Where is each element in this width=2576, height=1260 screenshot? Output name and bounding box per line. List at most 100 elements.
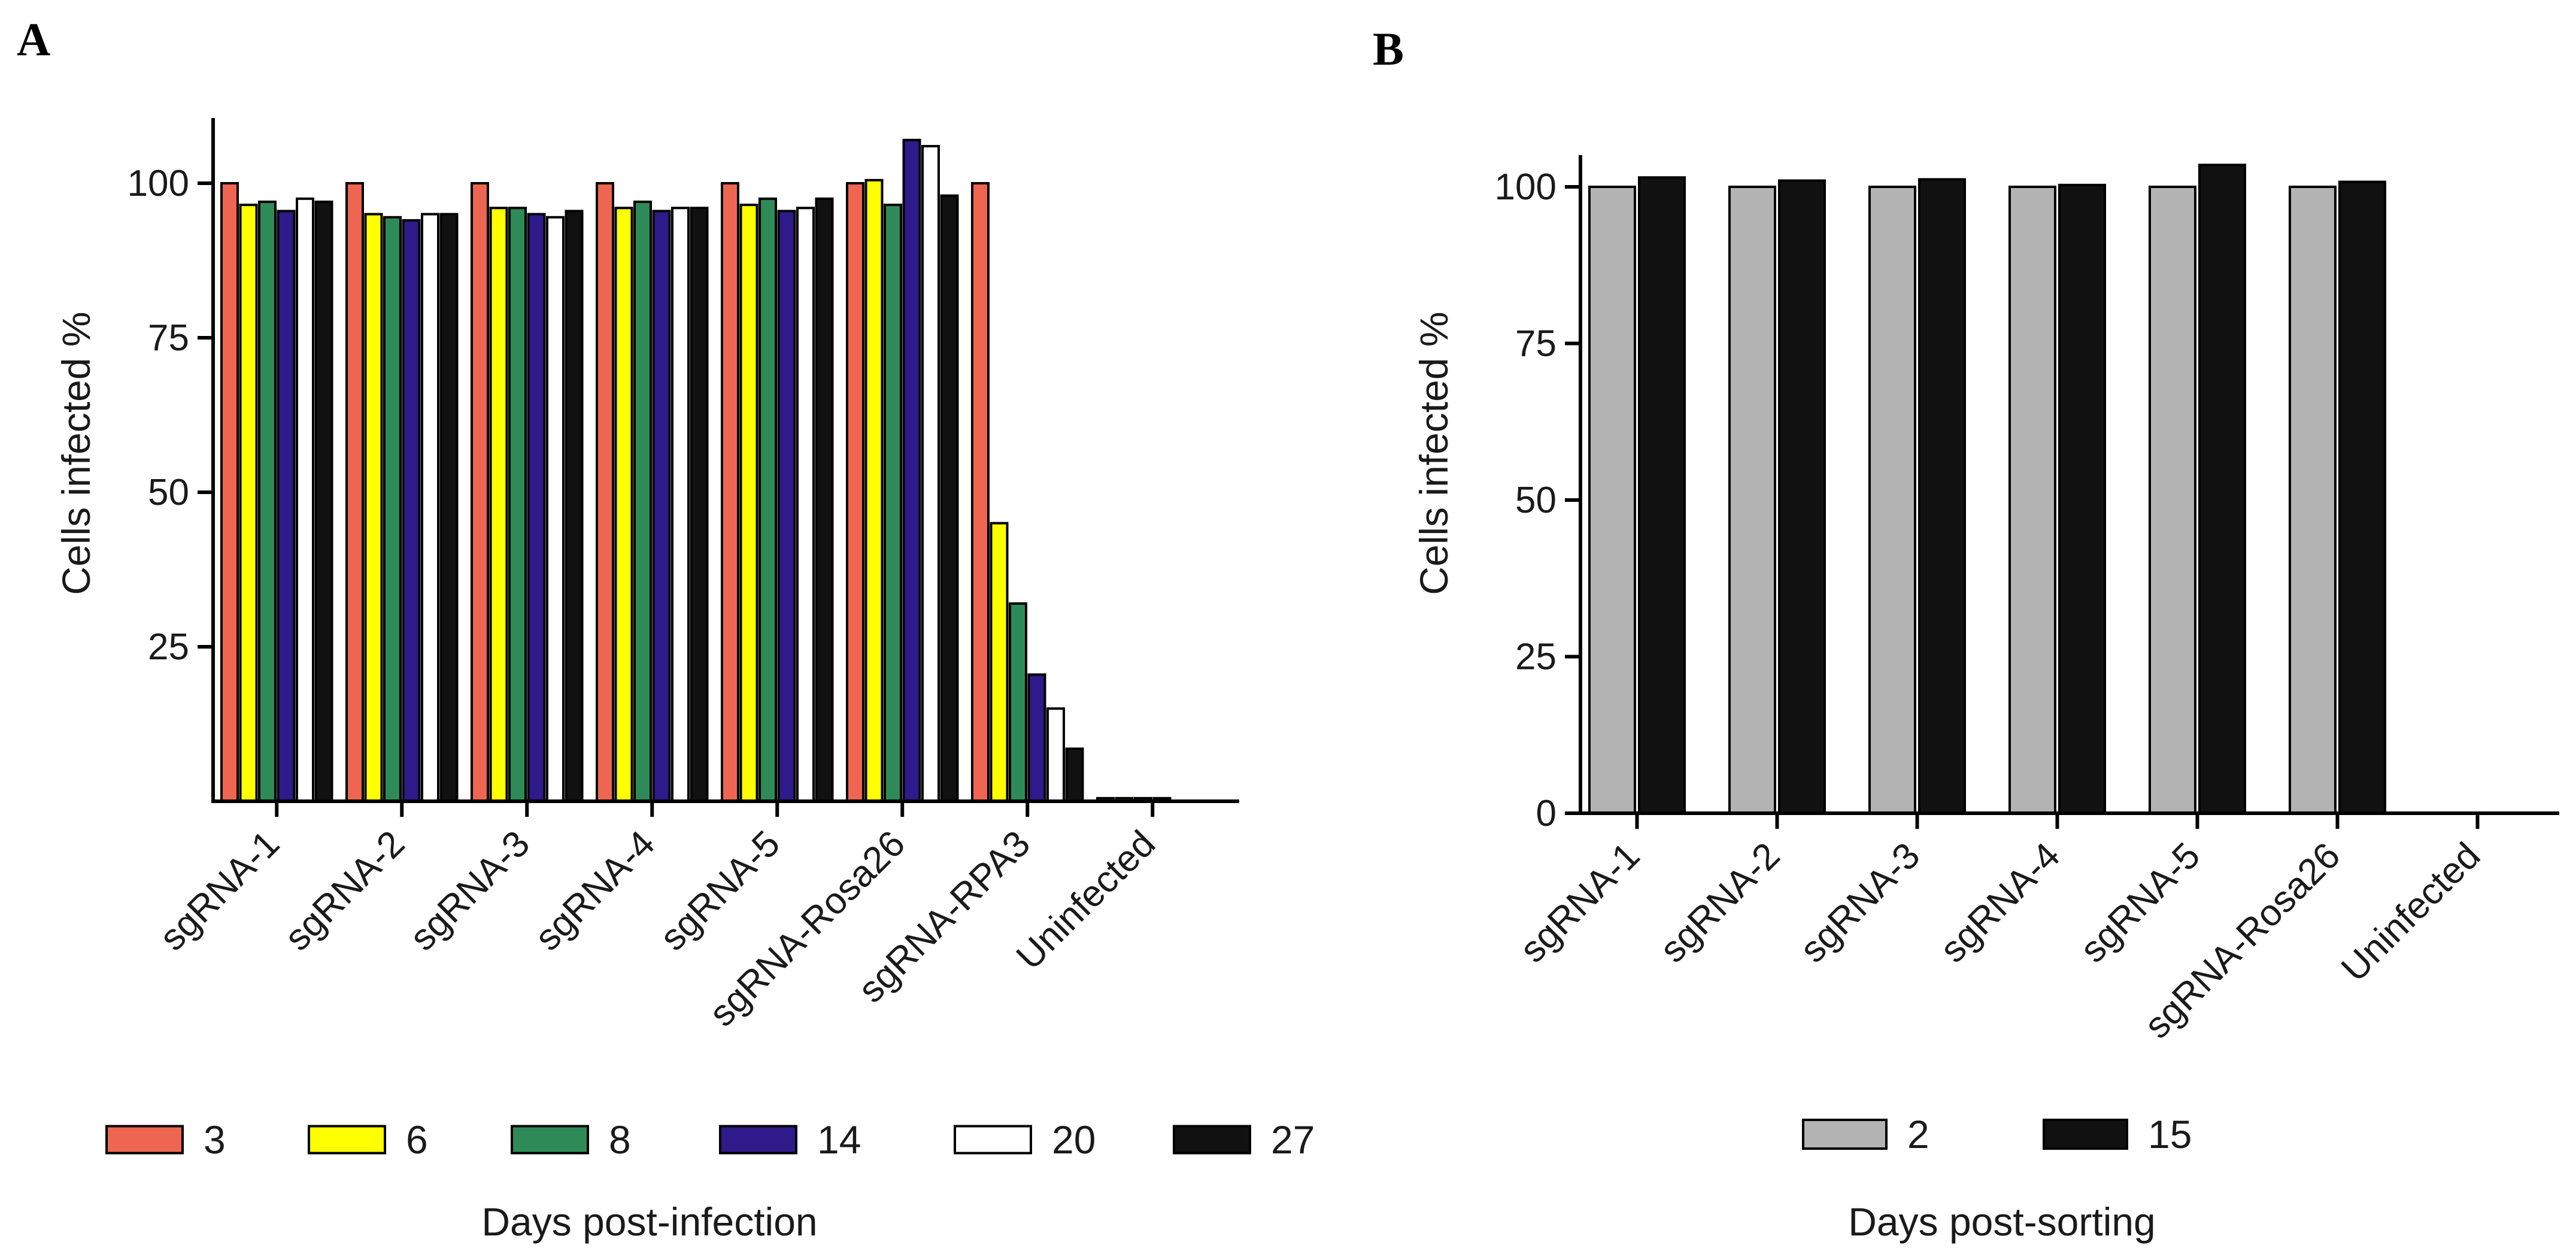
panel-a-bars [220, 138, 1172, 803]
panel-b-legend: 2 15 [1802, 1112, 2192, 1156]
bar [258, 200, 277, 802]
legend-swatch [719, 1125, 797, 1155]
legend-swatch [105, 1125, 184, 1155]
bar [345, 182, 364, 802]
y-tick-label: 50 [148, 472, 189, 513]
panel-a-legend-title: Days post-infection [481, 1200, 817, 1244]
legend-label: 15 [2148, 1112, 2192, 1156]
bar [940, 194, 959, 802]
bar [1588, 186, 1636, 814]
bar [2289, 186, 2337, 814]
bar [990, 522, 1009, 802]
legend-label: 20 [1052, 1117, 1096, 1162]
panel-a-category-labels: sgRNA-1sgRNA-2sgRNA-3sgRNA-4sgRNA-5sgRNA… [152, 823, 1164, 1034]
bar [1868, 186, 1916, 814]
y-tick-label: 50 [1515, 480, 1556, 521]
panel-a-ticks: 25 50 75 100 [128, 163, 213, 668]
category-label: sgRNA-2 [277, 823, 413, 959]
bar [777, 210, 796, 802]
panel-a-axes [211, 118, 1239, 817]
bar [2149, 186, 2196, 814]
category-label: sgRNA-1 [1512, 835, 1648, 971]
bar [314, 200, 333, 802]
bar [1638, 176, 1686, 814]
bar [864, 178, 884, 803]
panel-a-y-axis-title: Cells infected % [54, 311, 98, 595]
category-label: sgRNA-2 [1652, 835, 1788, 971]
y-tick-label: 100 [1495, 166, 1556, 208]
legend-swatch [2043, 1119, 2128, 1150]
bar [671, 207, 690, 802]
bar [1918, 178, 1966, 814]
legend-swatch [308, 1125, 386, 1155]
bar [1027, 673, 1046, 802]
bar [1009, 602, 1027, 802]
bar [277, 210, 296, 802]
bar [1778, 179, 1826, 814]
y-tick-label: 75 [148, 317, 189, 359]
bar [815, 197, 834, 802]
y-tick-label: 25 [1515, 637, 1556, 678]
bar [633, 200, 652, 802]
category-label: sgRNA-1 [152, 823, 288, 959]
category-label: sgRNA-5 [653, 823, 788, 959]
bar [364, 213, 383, 803]
bar [565, 210, 584, 802]
bar [596, 182, 614, 802]
legend-swatch [1802, 1119, 1888, 1150]
legend-swatch [954, 1125, 1032, 1155]
panel-b-legend-title: Days post-sorting [1848, 1200, 2156, 1244]
bar [739, 204, 758, 802]
bar [527, 213, 546, 803]
panel-a-letter: A [17, 13, 50, 65]
bar [758, 197, 777, 802]
bar [614, 207, 633, 802]
y-tick-label: 0 [1536, 793, 1556, 834]
bar [2338, 180, 2386, 815]
category-label: Uninfected [2334, 835, 2488, 989]
panel-a-legend: 3 6 8 14 20 27 [105, 1117, 1315, 1162]
bar [721, 182, 739, 802]
legend-label: 6 [406, 1117, 428, 1162]
panel-b-category-labels: sgRNA-1 sgRNA-2 sgRNA-3 sgRNA-4 sgRNA-5sgRNA… [1512, 835, 2489, 1046]
bar [439, 213, 459, 803]
bar [1046, 707, 1065, 802]
legend-label: 3 [204, 1117, 226, 1162]
y-tick-label: 100 [128, 163, 189, 204]
bar [884, 204, 902, 802]
panel-b-letter: B [1373, 23, 1404, 75]
bar [971, 182, 990, 802]
category-label: sgRNA-4 [527, 823, 663, 959]
panel-b-axes [1579, 155, 2559, 829]
legend-swatch [511, 1125, 589, 1155]
bar [421, 213, 439, 803]
panel-b-bars [1588, 163, 2386, 815]
bar [508, 207, 527, 802]
bar [239, 204, 258, 802]
bar [2198, 163, 2246, 814]
category-label: sgRNA-4 [1932, 835, 2068, 971]
bar [296, 197, 314, 802]
category-label: sgRNA-5 [2073, 835, 2208, 971]
bar [383, 216, 402, 802]
bar [489, 207, 508, 802]
bar [921, 145, 940, 803]
legend-label: 2 [1907, 1112, 1929, 1156]
legend-label: 27 [1271, 1117, 1315, 1162]
bar [796, 207, 815, 802]
bar [220, 182, 239, 802]
bar [902, 138, 921, 802]
bar [402, 219, 421, 803]
panel-b-y-axis-title: Cells infected % [1412, 311, 1456, 595]
legend-label: 8 [609, 1117, 631, 1162]
category-label: sgRNA-3 [402, 823, 538, 959]
bar [690, 207, 709, 802]
panel-b-ticks: 0 25 50 75 100 [1495, 166, 1580, 834]
bar [2058, 183, 2106, 814]
y-tick-label: 25 [148, 626, 189, 668]
bar [1728, 186, 1776, 814]
bar [2008, 186, 2056, 814]
